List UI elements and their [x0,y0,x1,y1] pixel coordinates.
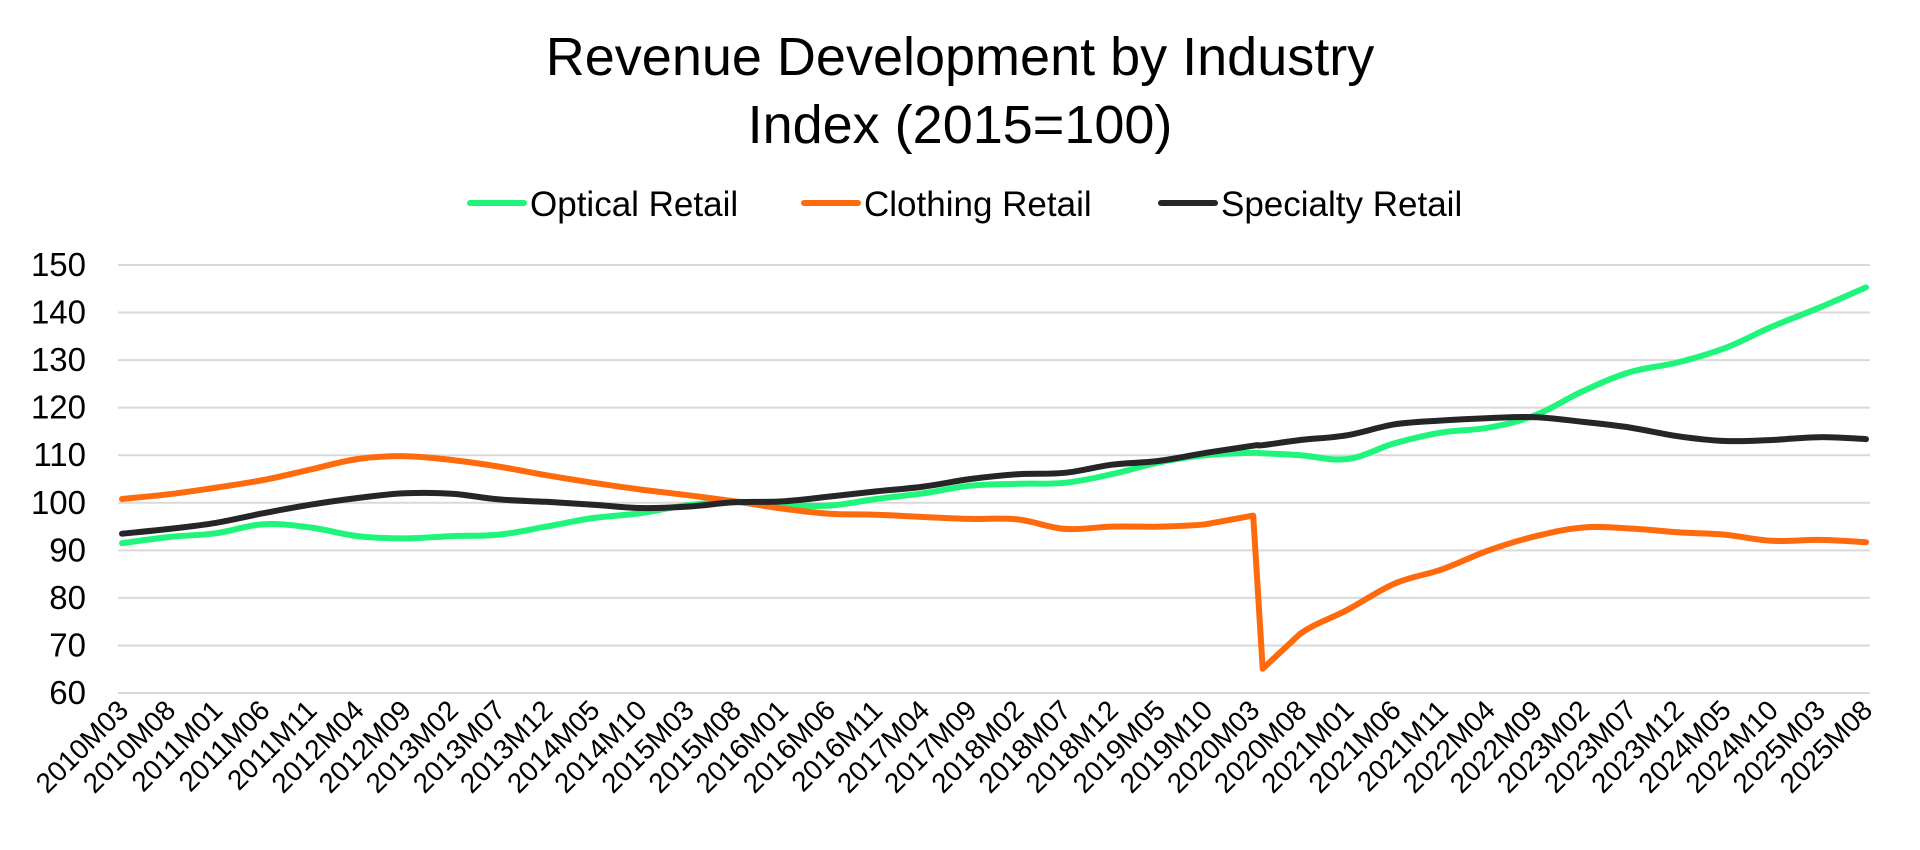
legend-item: Specialty Retail [1158,185,1462,224]
y-tick-label: 110 [33,436,86,473]
chart-subtitle: Index (2015=100) [748,95,1173,155]
legend-label: Optical Retail [530,185,738,224]
y-tick-label: 70 [49,626,86,663]
y-tick-label: 80 [49,579,86,616]
legend-label: Specialty Retail [1221,185,1462,224]
series-specialty-retail [119,413,1869,537]
y-tick-label: 150 [31,246,86,283]
y-axis: 60 70 80 90 100 110 120 130 140 150 [31,246,86,711]
series-optical-retail [119,284,1869,547]
legend-label: Clothing Retail [864,185,1092,224]
y-tick-label: 100 [31,484,86,521]
y-tick-label: 90 [49,531,86,568]
y-tick-label: 60 [49,674,86,711]
series-clothing-retail [119,453,1869,672]
x-axis: 2010M032010M082011M012011M062011M112012M… [30,694,1878,798]
y-tick-label: 130 [31,341,86,378]
legend: Optical Retail Clothing Retail Specialty R… [467,185,1462,224]
legend-item: Optical Retail [467,185,738,224]
y-tick-label: 140 [31,294,86,331]
y-tick-label: 120 [31,389,86,426]
legend-item: Clothing Retail [801,185,1092,224]
gridlines [118,264,1870,694]
series-lines [119,284,1869,672]
chart-title: Revenue Development by Industry [546,27,1374,87]
